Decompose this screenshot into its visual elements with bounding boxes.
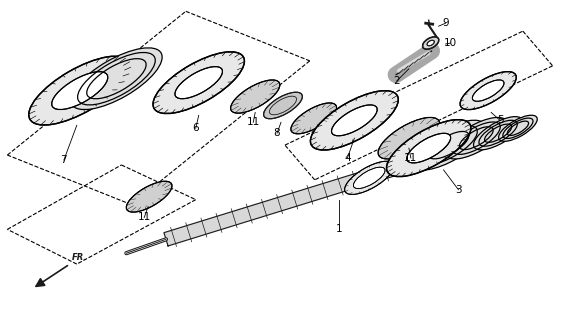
Text: 11: 11 (137, 212, 151, 222)
Ellipse shape (231, 80, 280, 113)
Ellipse shape (71, 48, 162, 109)
Ellipse shape (422, 37, 439, 49)
Text: 11: 11 (404, 153, 417, 163)
Ellipse shape (412, 120, 485, 170)
Text: 9: 9 (442, 18, 449, 28)
Ellipse shape (29, 56, 131, 125)
Ellipse shape (460, 72, 516, 109)
Ellipse shape (427, 40, 434, 46)
Text: 11: 11 (247, 117, 260, 127)
Ellipse shape (499, 115, 537, 141)
Ellipse shape (310, 91, 398, 150)
Ellipse shape (407, 133, 450, 163)
Text: 2: 2 (394, 76, 401, 86)
Ellipse shape (175, 67, 223, 99)
Ellipse shape (264, 92, 302, 119)
Text: 1: 1 (336, 224, 343, 234)
Ellipse shape (344, 161, 394, 195)
Ellipse shape (473, 116, 523, 150)
Ellipse shape (153, 52, 245, 114)
Ellipse shape (353, 167, 385, 188)
Ellipse shape (387, 120, 471, 177)
Text: 10: 10 (444, 38, 457, 48)
Ellipse shape (332, 105, 377, 136)
Ellipse shape (378, 117, 440, 159)
Ellipse shape (472, 80, 504, 101)
Text: 3: 3 (455, 185, 462, 195)
Ellipse shape (445, 117, 507, 159)
Text: 7: 7 (61, 155, 67, 165)
Polygon shape (164, 148, 440, 246)
Text: 5: 5 (496, 115, 503, 125)
Text: FR.: FR. (72, 253, 88, 262)
Text: 4: 4 (344, 153, 351, 163)
Ellipse shape (52, 72, 108, 109)
Text: 8: 8 (274, 128, 280, 138)
Text: 6: 6 (192, 123, 199, 133)
Ellipse shape (291, 103, 337, 134)
Ellipse shape (126, 181, 172, 212)
